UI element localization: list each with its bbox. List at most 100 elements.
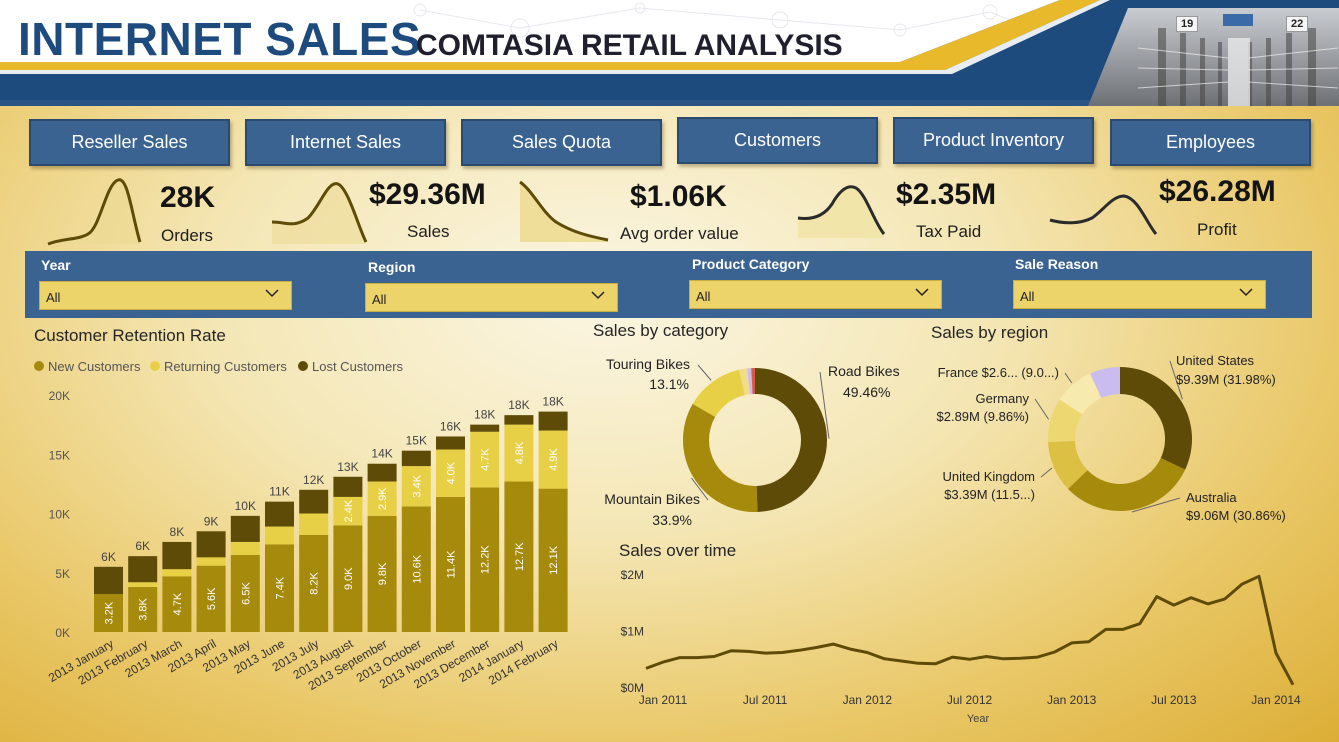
legend-marker [150, 361, 160, 371]
bar-data-label: 9.0K [343, 567, 355, 590]
bar-segment [128, 586, 158, 632]
bar-data-label: 3.8K [138, 598, 150, 621]
bar-total-label: 13K [337, 460, 358, 474]
orders-label: Orders [161, 226, 213, 245]
bar-data-label: 12.2K [480, 545, 492, 574]
employees-button[interactable]: Employees [1110, 119, 1311, 166]
profit-sparkline [1049, 194, 1158, 235]
sales-by-category-chart: Road Bikes 49.46% Mountain Bikes 33.9% Touri… [604, 356, 899, 528]
tax-paid-value: $2.35M [896, 178, 997, 211]
bar-data-label: 2.9K [377, 487, 389, 510]
sales-over-time-chart: $0M $1M $2M Jan 2011 Jul 2011 Jan 2012 Jul 201… [621, 568, 1301, 725]
bar-segment [401, 450, 431, 467]
donut-slice [751, 368, 755, 395]
internet-sales-button[interactable]: Internet Sales [245, 119, 446, 166]
avg-order-value: $1.06K [630, 180, 727, 213]
bar-total-label: 12K [303, 473, 324, 487]
customers-button[interactable]: Customers [677, 117, 878, 164]
chevron-down-icon [915, 288, 929, 297]
leader-line [1040, 467, 1053, 478]
orders-sparkline [47, 178, 142, 246]
y-tick-label: 10K [49, 508, 70, 522]
leader-line [1034, 398, 1050, 420]
bar-segment [196, 565, 226, 632]
sales-quota-button[interactable]: Sales Quota [461, 119, 662, 166]
region-dropdown[interactable]: All [365, 283, 618, 312]
bar-segment [299, 513, 329, 535]
leader-line [819, 371, 830, 439]
avg-order-value-sparkline [519, 180, 609, 242]
bar-data-label: 4.9K [548, 448, 560, 471]
x-tick-label: Jul 2011 [743, 693, 788, 707]
donut-slice [755, 368, 827, 512]
donut-slice [1048, 440, 1088, 489]
slice-label: France $2.6... (9.0...) [938, 365, 1059, 380]
bar-segment [265, 544, 294, 632]
chevron-down-icon [265, 289, 279, 298]
region-chart-title: Sales by region [931, 323, 1049, 342]
x-tick-label: Jul 2013 [1151, 693, 1197, 707]
x-axis-label: Year [967, 713, 990, 725]
slice-label: Mountain Bikes [604, 491, 700, 507]
chevron-down-icon [1239, 288, 1253, 297]
bar-segment [230, 554, 260, 632]
bar-data-label: 6.5K [240, 582, 252, 605]
bar-segment [265, 501, 294, 527]
bar-segment [230, 541, 260, 555]
bar-segment [538, 411, 568, 431]
reseller-sales-button[interactable]: Reseller Sales [29, 119, 230, 166]
legend-label: Lost Customers [312, 359, 404, 374]
y-tick-label: $1M [621, 625, 644, 639]
donut-slice [692, 369, 745, 417]
bar-segment [94, 594, 123, 632]
bar-segment [265, 526, 294, 545]
slice-value: $3.39M (11.5...) [944, 487, 1035, 502]
slice-label: United States [1176, 353, 1255, 368]
bar-segment [538, 488, 568, 632]
y-tick-label: 20K [49, 389, 70, 403]
donut-slice [1059, 373, 1102, 415]
year-dropdown-value: All [46, 290, 61, 305]
avg-order-value-label: Avg order value [620, 224, 739, 243]
slice-label: United Kingdom [943, 469, 1036, 484]
bar-segment [162, 569, 192, 577]
region-dropdown-value: All [372, 292, 387, 307]
leader-line [1131, 497, 1181, 513]
bar-segment [299, 534, 329, 632]
bar-segment [333, 476, 363, 497]
bar-segment [196, 557, 226, 566]
bar-segment [367, 481, 397, 516]
category-chart-title: Sales by category [593, 321, 729, 340]
bar-segment [333, 525, 363, 632]
bar-data-label: 5.6K [206, 587, 218, 610]
y-tick-label: 0K [55, 626, 70, 640]
slice-label: Australia [1186, 490, 1237, 505]
store-photo: 19 22 [1088, 8, 1339, 106]
bar-total-label: 6K [135, 539, 150, 553]
donut-slice [1090, 367, 1120, 399]
year-dropdown[interactable]: All [39, 281, 292, 310]
bar-total-label: 18K [508, 398, 529, 412]
bar-segment [504, 481, 534, 632]
page-subtitle: COMTASIA RETAIL ANALYSIS [416, 29, 843, 62]
sales-sparkline [271, 182, 368, 244]
bar-segment [504, 415, 534, 425]
bar-data-label: 4.0K [446, 461, 458, 484]
bar-segment [367, 515, 397, 632]
price-tag: 19 [1176, 16, 1199, 32]
bar-data-label: 12.7K [514, 542, 526, 571]
sale-reason-dropdown[interactable]: All [1013, 280, 1266, 309]
bar-data-label: 8.2K [309, 571, 321, 594]
sales-line [645, 574, 1295, 686]
retention-chart-title: Customer Retention Rate [34, 326, 226, 345]
donut-slice [1120, 367, 1192, 470]
bar-total-label: 18K [542, 395, 563, 409]
product-category-dropdown[interactable]: All [689, 280, 942, 309]
bar-data-label: 7.4K [275, 576, 287, 599]
header-banner: INTERNET SALES COMTASIA RETAIL ANALYSIS [0, 0, 1339, 106]
legend-marker [298, 361, 308, 371]
leader-line [697, 364, 712, 381]
product-inventory-button[interactable]: Product Inventory [893, 117, 1094, 164]
y-tick-label: $0M [621, 681, 644, 695]
donut-slice [1068, 458, 1186, 511]
